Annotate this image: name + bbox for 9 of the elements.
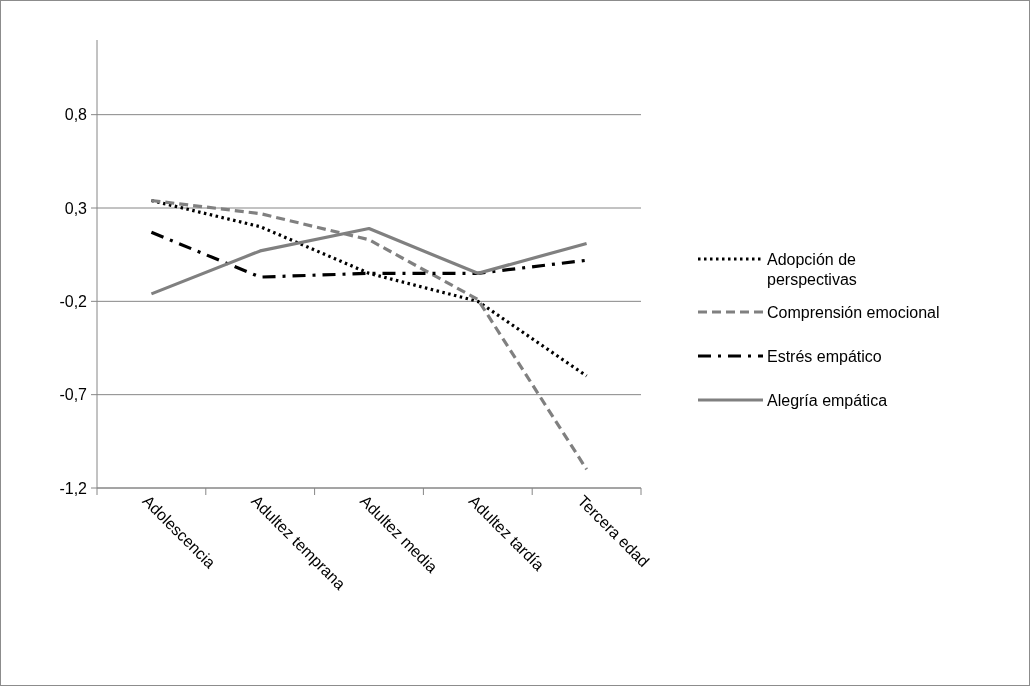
- y-tick-label: -0,7: [59, 386, 88, 404]
- y-tick-label: 0,8: [64, 106, 88, 124]
- legend-label: Estrés empático: [767, 347, 882, 365]
- legend-label: Adopción de perspectivas: [767, 250, 857, 288]
- y-tick-label: 0,3: [64, 199, 88, 217]
- legend-label: Comprensión emocional: [767, 303, 940, 321]
- legend-label: Alegría empática: [767, 391, 888, 409]
- y-tick-label: -0,2: [59, 292, 88, 310]
- y-tick-label: -1,2: [59, 479, 88, 497]
